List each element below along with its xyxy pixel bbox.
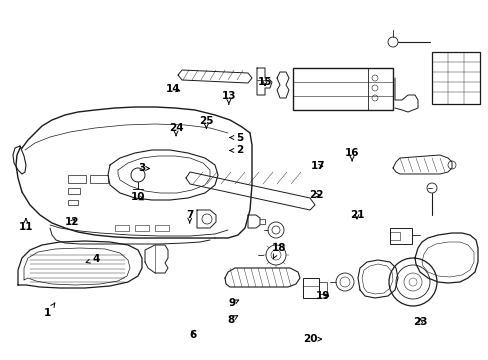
- Bar: [68, 175, 86, 183]
- Text: 12: 12: [64, 217, 79, 228]
- Text: 7: 7: [185, 210, 193, 223]
- Text: 13: 13: [221, 91, 236, 104]
- Text: 15: 15: [257, 77, 272, 87]
- Text: 21: 21: [349, 210, 364, 220]
- Text: 8: 8: [227, 315, 237, 325]
- Text: 11: 11: [19, 219, 33, 232]
- Text: 23: 23: [412, 317, 427, 327]
- Text: 1: 1: [44, 303, 55, 318]
- Bar: [303, 278, 318, 298]
- Bar: [389, 232, 399, 240]
- Text: 3: 3: [138, 163, 149, 174]
- Bar: [68, 200, 78, 205]
- Text: 5: 5: [229, 132, 243, 143]
- Bar: [367, 68, 392, 110]
- Bar: [318, 282, 326, 294]
- Text: 17: 17: [310, 161, 325, 171]
- Bar: [90, 175, 108, 183]
- Bar: [292, 68, 392, 110]
- Text: 2: 2: [229, 145, 243, 156]
- Text: 14: 14: [166, 84, 181, 94]
- Text: 9: 9: [228, 298, 238, 309]
- Text: 6: 6: [189, 330, 196, 340]
- Text: 20: 20: [303, 334, 321, 344]
- Text: 18: 18: [271, 243, 285, 258]
- Bar: [68, 188, 80, 194]
- Bar: [155, 225, 169, 231]
- Bar: [431, 52, 479, 104]
- Text: 19: 19: [315, 291, 329, 301]
- Text: 16: 16: [344, 148, 359, 161]
- Text: 25: 25: [199, 116, 213, 129]
- Bar: [135, 225, 149, 231]
- Text: 22: 22: [309, 190, 324, 200]
- Bar: [115, 225, 129, 231]
- Text: 4: 4: [86, 254, 100, 264]
- Text: 10: 10: [131, 192, 145, 202]
- Bar: [389, 228, 411, 244]
- Text: 24: 24: [168, 123, 183, 136]
